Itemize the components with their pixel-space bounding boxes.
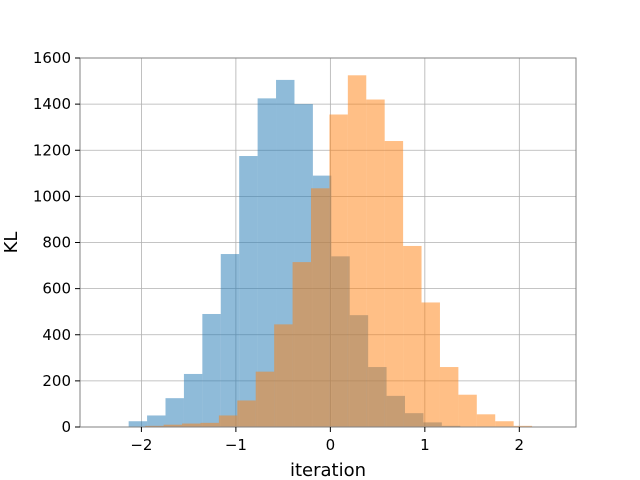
- histogram-bar-series-1: [183, 373, 203, 427]
- x-tick-label: 0: [326, 436, 336, 454]
- histogram-bar-series-2: [255, 371, 275, 427]
- histogram-bar-series-2: [145, 425, 164, 427]
- histogram-bar-series-2: [384, 141, 404, 427]
- histogram-bar-series-1: [147, 415, 166, 427]
- y-tick-label: 800: [42, 234, 71, 252]
- histogram-bar-series-2: [495, 421, 514, 427]
- y-tick-label: 1600: [33, 49, 71, 67]
- histogram-bar-series-2: [163, 424, 183, 427]
- y-tick-label: 1400: [33, 95, 71, 113]
- histogram-bar-series-2: [274, 324, 293, 427]
- histogram-bar-series-2: [237, 400, 256, 427]
- histogram-bar-series-2: [439, 367, 459, 427]
- y-tick-label: 600: [42, 280, 71, 298]
- histogram-bars: [110, 75, 533, 428]
- histogram-bar-series-2: [200, 422, 219, 427]
- histogram-bar-series-2: [476, 414, 496, 427]
- x-tick-label: −2: [130, 436, 152, 454]
- y-tick-label: 200: [42, 372, 71, 390]
- y-tick-label: 0: [61, 418, 71, 436]
- histogram-bar-series-1: [220, 254, 240, 427]
- x-axis-label: iteration: [290, 460, 366, 480]
- y-axis-label: KL: [1, 232, 22, 254]
- histogram-bar-series-2: [366, 99, 385, 427]
- histogram-bar-series-2: [182, 423, 201, 427]
- histogram-bar-series-2: [421, 302, 440, 427]
- histogram-bar-series-2: [310, 188, 330, 427]
- histogram-bar-series-2: [292, 262, 311, 427]
- x-tick-label: 2: [515, 436, 525, 454]
- histogram-bar-series-2: [347, 75, 367, 427]
- histogram-bar-series-1: [239, 156, 258, 427]
- axis-ticks: −2 −1 0 1 2 0 200 400 600 800 1000 1200 1400 1600: [33, 49, 524, 454]
- histogram-bar-series-2: [218, 415, 238, 427]
- y-tick-label: 1000: [33, 187, 71, 205]
- histogram-bar-series-2: [458, 394, 477, 427]
- histogram-bar-series-2: [513, 425, 533, 427]
- histogram-bar-series-1: [257, 98, 277, 427]
- histogram-bar-series-2: [329, 114, 348, 428]
- histogram-bar-series-1: [202, 313, 221, 427]
- histogram-bar-series-1: [128, 421, 148, 427]
- x-tick-label: −1: [225, 436, 247, 454]
- histogram-bar-series-1: [165, 398, 184, 427]
- y-tick-label: 400: [42, 326, 71, 344]
- y-tick-label: 1200: [33, 141, 71, 159]
- histogram-bar-series-2: [403, 245, 422, 427]
- x-tick-label: 1: [420, 436, 430, 454]
